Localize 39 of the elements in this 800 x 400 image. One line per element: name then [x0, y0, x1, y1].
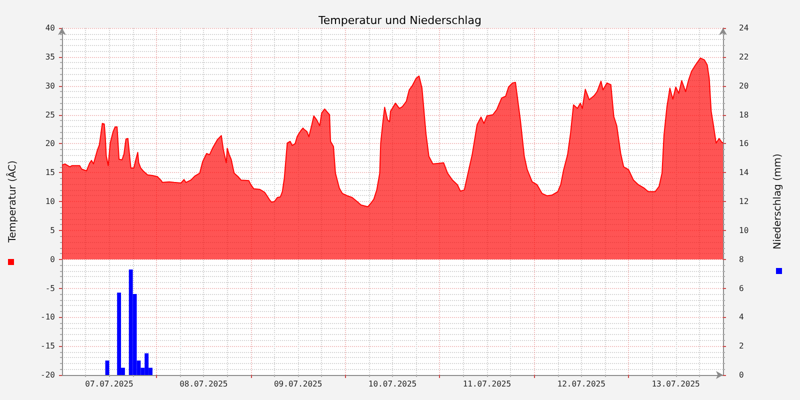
y-tick-label: 5: [50, 226, 56, 235]
x-tick-label: 11.07.2025: [462, 380, 512, 388]
y2-tick-label: 22: [739, 52, 749, 62]
bar: [128, 269, 133, 375]
y-axis-title: Temperatur (ÂC): [6, 160, 18, 244]
chart-title: Temperatur und Niederschlag: [318, 14, 482, 27]
y2-tick-label: 12: [739, 197, 749, 206]
y-tick-label: 20: [45, 139, 56, 148]
y2-tick-label: 20: [739, 81, 749, 90]
y-tick-label: 25: [45, 110, 56, 120]
y2-tick-label: 6: [739, 284, 744, 293]
y2-tick-label: 10: [739, 226, 749, 235]
y2-tick-label: 8: [739, 254, 744, 264]
y-tick-label: -20: [40, 370, 56, 380]
y-tick-label: 15: [45, 168, 56, 178]
y2-tick-label: 2: [739, 342, 744, 351]
y-tick-label: -5: [45, 284, 56, 293]
x-tick-label: 08.07.2025: [180, 380, 228, 388]
bar: [144, 353, 149, 375]
y-tick-label: 40: [45, 24, 56, 32]
x-tick-label: 13.07.2025: [652, 380, 700, 388]
y2-tick-label: 0: [739, 370, 744, 380]
x-tick-label: 12.07.2025: [557, 380, 606, 388]
y-tick-label: 35: [45, 52, 56, 62]
bar: [117, 292, 122, 375]
y2-axis-title: Niederschlag (mm): [772, 154, 784, 250]
y-tick-label: -15: [40, 342, 56, 351]
y-tick-label: -10: [40, 312, 56, 322]
x-tick-label: 07.07.2025: [85, 380, 134, 388]
y2-tick-label: 4: [739, 312, 744, 322]
y-tick-label: 10: [45, 197, 56, 206]
x-tick-label: 10.07.2025: [368, 380, 417, 388]
y2-tick-label: 14: [739, 168, 749, 178]
y2-tick-label: 18: [739, 110, 749, 120]
y-tick-label: 0: [50, 254, 56, 264]
y2-tick-label: 24: [739, 24, 749, 32]
x-tick-label: 09.07.2025: [274, 380, 322, 388]
y2-tick-label: 16: [739, 139, 749, 148]
y-tick-label: 30: [45, 81, 56, 90]
